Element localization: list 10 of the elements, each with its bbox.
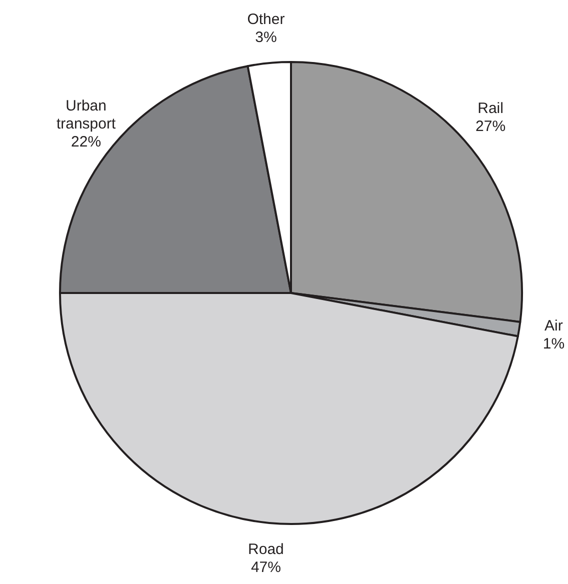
data-label: 1% [542, 336, 565, 353]
slice-label: Other [247, 11, 285, 28]
data-label: 47% [250, 558, 281, 576]
data-label: 27% [476, 118, 506, 136]
slice-label: Rail [478, 100, 504, 118]
slice-label: Air [544, 318, 563, 335]
slice-label: Urban transport [56, 97, 116, 132]
slice-label: Road [248, 540, 284, 558]
data-label: 3% [255, 29, 277, 46]
data-label: 22% [71, 133, 102, 150]
